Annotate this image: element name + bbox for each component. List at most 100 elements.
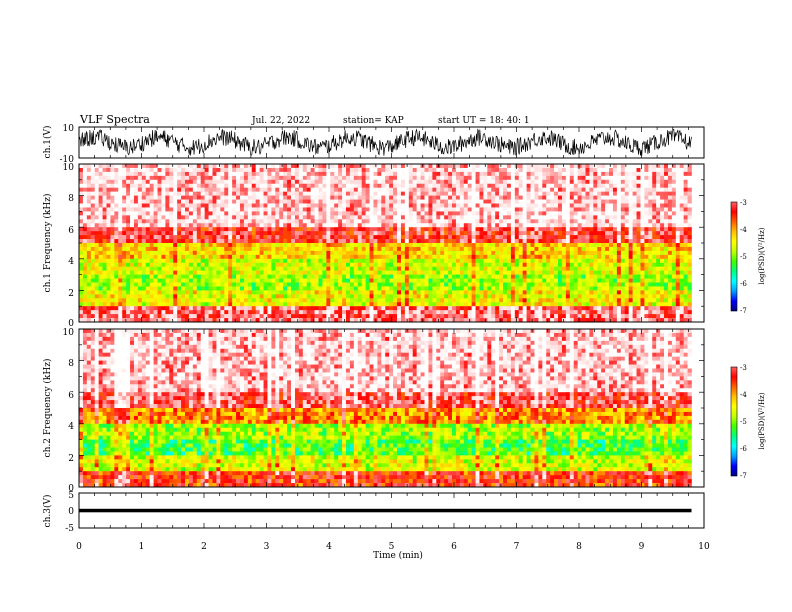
spectrogram-cell [550,183,555,188]
spectrogram-cell [424,227,429,232]
spectrogram-cell [381,258,386,264]
spectrogram-cell [349,258,355,264]
spectrogram-cell [503,278,508,283]
spectrogram-cell [675,246,681,252]
spectrogram-cell [506,239,512,244]
spectrogram-cell [98,183,103,188]
spectrogram-cell [161,250,166,256]
spectrogram-cell [326,171,331,177]
spectrogram-cell [499,231,504,236]
spectrogram-cell [114,282,119,287]
spectrogram-cell [440,207,445,212]
spectrogram-cell [452,250,457,256]
spectrogram-cell [263,270,268,275]
spectrogram-cell [542,282,547,287]
spectrogram-cell [526,171,531,177]
spectrogram-cell [212,195,217,200]
spectrogram-cell [181,270,186,275]
spectrogram-cell [342,215,347,220]
spectrogram-cell [479,235,484,240]
spectrogram-cell [267,211,272,216]
spectrogram-cell [683,191,688,196]
spectrogram-cell [306,219,311,224]
spectrogram-cell [196,171,202,177]
spectrogram-cell [436,246,441,252]
spectrogram-cell [106,179,111,185]
spectrogram-cell [361,286,366,291]
spectrogram-cell [263,235,268,240]
spectrogram-cell [232,258,237,264]
spectrogram-cell [224,231,229,236]
spectrogram-cell [381,278,386,283]
spectrogram-cell [381,286,386,291]
spectrogram-cell [671,235,677,240]
spectrogram-cell [173,243,178,248]
spectrogram-cell [534,262,539,267]
spectrogram-cell [149,250,154,256]
spectrogram-cell [546,187,551,192]
spectrogram-cell [275,187,280,192]
spectrogram-cell [675,171,681,177]
spectrogram-cell [86,175,92,181]
spectrogram-cell [377,167,382,173]
spectrogram-cell [550,231,555,236]
spectrogram-cell [675,254,681,260]
spectrogram-cell [440,164,445,169]
spectrogram-cell [656,203,661,208]
spectrogram-cell [412,199,417,204]
spectrogram-cell [239,207,245,212]
spectrogram-cell [514,274,520,279]
spectrogram-cell [196,250,202,256]
spectrogram-cell [597,243,602,248]
spectrogram-cell [141,243,147,248]
spectrogram-cell [416,286,421,291]
spectrogram-cell [538,262,543,267]
spectrogram-cell [137,211,143,216]
spectrogram-cell [542,246,547,252]
spectrogram-cell [365,195,370,200]
spectrogram-cell [204,199,209,204]
spectrogram-cell [448,207,453,212]
spectrogram-cell [283,258,288,264]
spectrogram-cell [318,278,323,283]
spectrogram-cell [526,227,531,232]
spectrogram-cell [605,203,610,208]
spectrogram-cell [656,262,661,267]
spectrogram-cell [236,199,241,204]
spectrogram-cell [145,203,150,208]
spectrogram-cell [440,187,445,192]
spectrogram-cell [554,175,559,181]
spectrogram-cell [550,164,555,169]
spectrogram-cell [589,191,594,196]
spectrogram-cell [601,191,606,196]
spectrogram-cell [581,187,586,192]
spectrogram-cell [204,187,209,192]
spectrogram-cell [157,262,162,267]
spectrogram-cell [216,175,221,181]
spectrogram-cell [126,203,131,208]
spectrogram-cell [102,227,107,232]
spectrogram-cell [291,274,296,279]
spectrogram-cell [558,258,563,264]
spectrogram-cell [310,223,315,228]
spectrogram-cell [424,175,429,181]
spectrogram-cell [667,175,673,181]
spectrogram-cell [683,254,688,260]
spectrogram-cell [385,250,390,256]
spectrogram-cell [130,219,135,224]
spectrogram-cell [506,231,512,236]
spectrogram-cell [357,223,362,228]
spectrogram-cell [671,227,677,232]
spectrogram-cell [593,239,598,244]
spectrogram-cell [491,254,496,260]
spectrogram-cell [616,262,622,267]
spectrogram-cell [589,270,594,275]
spectrogram-cell [294,254,300,260]
spectrogram-cell [487,187,492,192]
spectrogram-cell [577,246,582,252]
spectrogram-cell [432,191,437,196]
spectrogram-cell [620,191,626,196]
spectrogram-cell [624,223,629,228]
spectrogram-cell [369,235,374,240]
spectrogram-cell [518,243,523,248]
